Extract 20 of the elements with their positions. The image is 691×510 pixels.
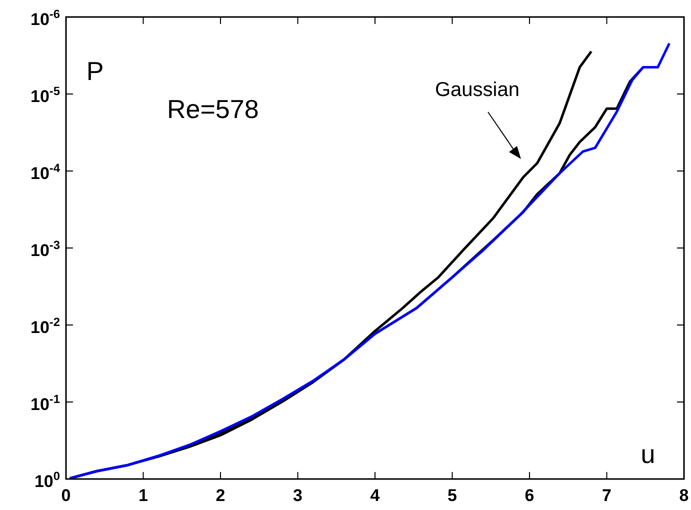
x-tick-label: 2 [216, 486, 226, 505]
y-tick-label: 10$^{-3}$ [30, 238, 60, 260]
x-tick-label: 7 [602, 486, 612, 505]
x-tick-label: 5 [448, 486, 457, 505]
x-tick-label: 1 [138, 486, 148, 505]
x-tick-label: 6 [524, 486, 534, 505]
y-tick-label: 10$^{-6}$ [30, 7, 60, 29]
annotation: Gaussian [435, 79, 520, 101]
x-tick-label: 3 [293, 486, 302, 505]
y-tick-label: 10$^{-5}$ [30, 84, 60, 106]
y-tick-label: 10$^{-1}$ [30, 392, 60, 414]
y-tick-label: 10$^{-2}$ [30, 315, 60, 337]
y-axis-title: P [86, 56, 104, 86]
x-tick-label: 4 [370, 486, 380, 505]
x-tick-label: 0 [61, 486, 71, 505]
x-tick-label: 8 [679, 486, 689, 505]
x-axis-title: u [640, 439, 656, 469]
y-tick-label: 10$^{0}$ [34, 469, 60, 491]
y-tick-label: 10$^{-4}$ [30, 161, 60, 183]
annotation: Re=578 [167, 94, 259, 124]
